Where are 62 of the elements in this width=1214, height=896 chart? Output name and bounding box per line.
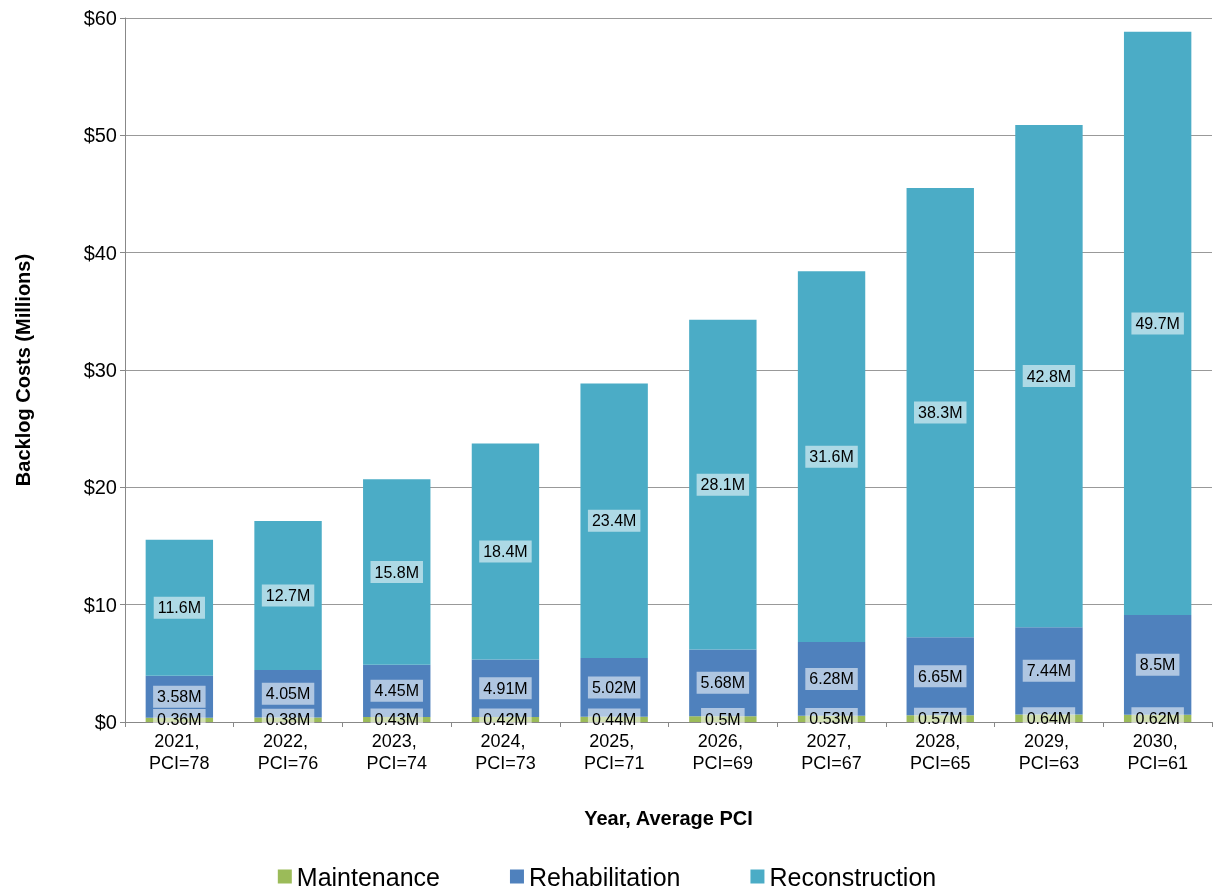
bar: [580, 383, 648, 658]
x-tick-label: 2022, PCI=76: [257, 731, 319, 773]
x-tick-label: 2021, PCI=78: [149, 731, 210, 773]
bar: [1123, 31, 1192, 615]
data-label: 0.5M: [705, 710, 741, 728]
x-axis-title: Year, Average PCI: [584, 807, 753, 829]
data-label: 0.62M: [1135, 709, 1180, 727]
data-label: 4.91M: [483, 679, 528, 697]
y-tick-label: $60: [83, 7, 117, 29]
data-label: 0.57M: [918, 710, 963, 728]
y-tick-label: $20: [83, 476, 117, 499]
data-label: 18.4M: [483, 543, 528, 561]
bar: [797, 271, 866, 643]
data-label: 11.6M: [157, 599, 201, 617]
legend-label: Maintenance: [296, 862, 440, 891]
data-label: 8.5M: [1139, 656, 1176, 674]
bar: [689, 319, 757, 650]
x-tick-label: 2028, PCI=65: [909, 731, 971, 773]
bar: [254, 521, 322, 671]
data-label: 0.53M: [809, 710, 854, 728]
data-label: 31.6M: [809, 448, 854, 466]
data-label: 49.7M: [1135, 314, 1180, 332]
data-label: 12.7M: [265, 587, 311, 605]
data-label: 5.02M: [591, 678, 637, 696]
bar: [145, 539, 214, 676]
data-label: 4.05M: [265, 685, 311, 703]
data-label: 0.64M: [1026, 709, 1072, 727]
data-label: 38.3M: [918, 404, 963, 422]
data-label: 28.1M: [700, 476, 746, 494]
data-label: 6.65M: [918, 667, 963, 685]
data-label: 3.58M: [157, 688, 202, 706]
data-label: 0.38M: [265, 711, 311, 729]
data-label: 7.44M: [1026, 662, 1072, 680]
data-label: 0.44M: [591, 710, 637, 728]
x-tick-label: 2027, PCI=67: [801, 731, 862, 773]
bar: [471, 443, 540, 660]
data-label: 23.4M: [591, 512, 637, 530]
data-label: 5.68M: [700, 674, 746, 692]
y-axis-title: Backlog Costs (Millions): [12, 253, 34, 487]
y-tick-label: $30: [83, 359, 117, 381]
data-label: 0.42M: [483, 711, 528, 729]
x-tick-label: 2026, PCI=69: [692, 731, 754, 773]
x-tick-label: 2023, PCI=74: [366, 731, 428, 773]
data-label: 6.28M: [809, 670, 854, 688]
data-label: 4.45M: [374, 682, 419, 700]
data-label: 0.43M: [374, 710, 419, 728]
y-tick-label: $50: [83, 124, 117, 147]
x-tick-label: 2025, PCI=71: [583, 731, 645, 773]
y-tick-label: $0: [94, 711, 117, 733]
legend-label: Rehabilitation: [528, 862, 681, 891]
data-label: 0.36M: [157, 711, 202, 729]
y-tick-label: $10: [83, 593, 117, 616]
legend-label: Reconstruction: [769, 862, 937, 891]
bar: [906, 187, 974, 638]
data-label: 42.8M: [1026, 367, 1072, 385]
x-tick-label: 2030, PCI=61: [1127, 731, 1188, 773]
data-label: 15.8M: [374, 563, 419, 581]
x-tick-label: 2024, PCI=73: [475, 731, 536, 773]
y-tick-label: $40: [83, 241, 117, 264]
bar: [1015, 125, 1083, 628]
bar: [363, 479, 431, 665]
x-tick-label: 2029, PCI=63: [1018, 731, 1080, 773]
